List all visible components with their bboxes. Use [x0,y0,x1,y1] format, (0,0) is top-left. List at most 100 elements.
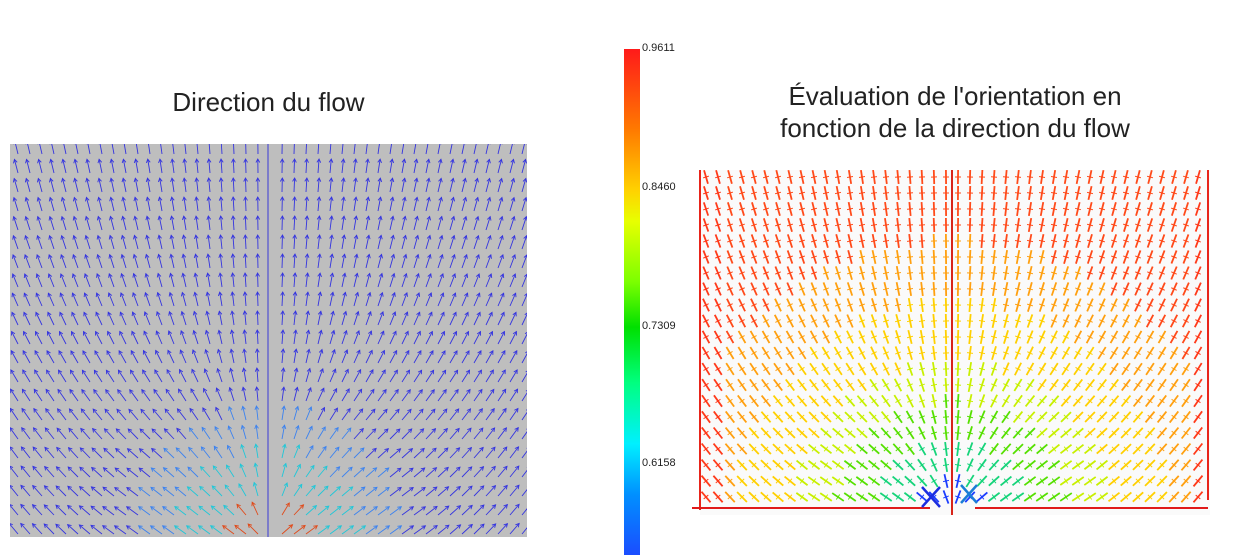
orientation-glyph-tick [907,462,913,468]
flow-arrow [425,197,430,212]
flow-arrow-head [167,349,172,355]
flow-arrow-head [126,486,131,492]
flow-arrow-head [92,408,98,414]
flow-arrow [365,350,373,364]
flow-arrow [184,144,187,155]
flow-arrow [473,312,481,326]
flow-arrow-head [241,386,247,392]
flow-arrow [83,331,91,345]
flow-arrow-head [385,525,391,530]
orientation-glyph-tick [991,462,997,468]
orientation-glyph-tick [918,335,926,339]
flow-arrow-head [36,254,41,259]
flow-arrow [437,254,443,269]
flow-arrow-head [383,408,388,414]
flow-arrow [79,505,91,516]
orientation-glyph-tick [942,432,950,434]
flow-arrow [365,369,374,383]
orientation-glyph-tick [918,351,926,355]
orientation-glyph-tick [750,207,758,211]
flow-arrow-head [464,330,470,336]
orientation-glyph-tick [1027,351,1033,355]
orientation-glyph-tick [859,382,865,388]
orientation-glyph-tick [775,255,781,259]
orientation-glyph-tick [798,223,806,227]
flow-arrow [58,350,67,364]
flow-arrow [377,408,388,421]
flow-arrow-head [47,273,53,279]
orientation-glyph-tick [1002,176,1010,178]
orientation-glyph-tick [703,271,709,275]
right-figure-title: Évaluation de l'orientation en fonction … [695,80,1215,144]
flow-arrow [207,254,211,269]
orientation-glyph-tick [1027,335,1033,339]
flow-arrow-head [328,177,334,182]
orientation-glyph-tick [774,207,782,211]
flow-arrow-head [316,158,322,163]
flow-arrow-head [205,272,211,278]
flow-arrow-head [102,467,108,472]
flow-arrow-head [151,428,157,434]
orientation-glyph-tick [894,287,902,291]
flow-arrow-head [503,484,508,490]
flow-arrow-head [336,485,342,491]
flow-arrow [68,428,79,440]
flow-arrow [94,350,103,364]
flow-arrow [389,389,399,402]
orientation-glyph-tick [799,446,805,452]
flow-arrow-head [187,466,193,472]
flow-arrow-head [169,272,174,278]
flow-arrow [220,178,223,193]
flow-arrow-head [46,369,51,375]
flow-arrow-head [462,196,468,202]
flow-arrow [232,254,235,269]
flow-arrow [144,292,151,307]
flow-arrow-head [218,234,224,239]
flow-arrow-head [25,158,30,164]
flow-arrow-head [373,525,379,530]
orientation-glyph-tick [727,351,733,355]
orientation-glyph-tick [1075,398,1081,404]
orientation-glyph-tick [715,335,721,339]
flow-arrow [196,144,199,155]
flow-arrow-head [431,408,436,414]
flow-arrow-head [73,177,78,183]
orientation-glyph-tick [1014,319,1022,323]
flow-arrow-head [113,525,119,530]
flow-arrow-head [55,523,60,529]
flow-arrow [117,389,127,402]
flow-arrow-head [511,234,516,240]
flow-arrow [509,293,517,307]
orientation-glyph-tick [894,256,902,258]
flow-arrow [389,525,402,535]
flow-arrow-head [304,215,310,220]
flow-arrow [473,331,481,345]
flow-arrow [473,254,480,269]
flow-arrow-head [234,524,240,530]
flow-arrow [32,485,43,497]
orientation-glyph-tick [1051,335,1057,339]
orientation-glyph-tick [979,415,985,419]
flow-arrow [377,350,385,364]
flow-arrow-head [499,215,504,221]
orientation-glyph-tick [1003,383,1009,387]
flow-arrow [353,506,366,516]
orientation-glyph-tick [823,271,829,275]
orientation-glyph-tick [810,223,818,227]
flow-arrow-head [127,428,133,433]
flow-arrow [377,273,383,288]
flow-arrow [244,311,247,326]
flow-arrow-head [320,387,325,393]
orientation-glyph-tick [1038,223,1046,227]
flow-arrow [521,197,527,212]
colorbar-tick-3: 0.7309 [642,320,676,332]
flow-arrow [175,467,187,478]
orientation-glyph-tick [895,430,901,436]
orientation-glyph-tick [1110,191,1118,195]
flow-arrow-head [84,234,89,240]
flow-arrow-head [37,158,42,164]
flow-arrow [74,178,79,193]
flow-arrow-head [238,483,243,488]
flow-arrow-head [178,368,184,374]
orientation-glyph-tick [1147,494,1153,500]
